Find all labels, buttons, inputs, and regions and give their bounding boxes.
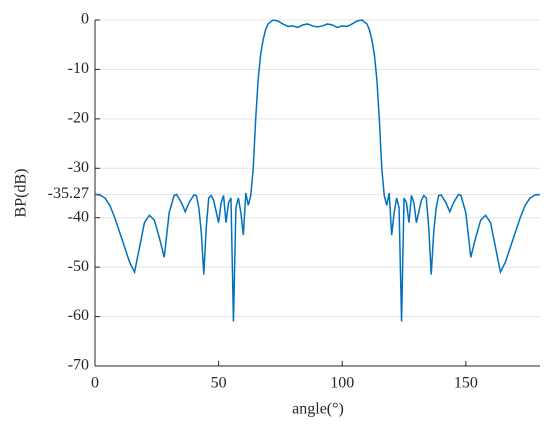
x-axis-label: angle(°) bbox=[292, 401, 344, 418]
y-tick-label: -40 bbox=[68, 208, 89, 225]
y-tick-label: -20 bbox=[68, 110, 89, 127]
x-tick-label: 150 bbox=[454, 375, 478, 392]
y-tick-label: 0 bbox=[81, 11, 89, 28]
y-tick-label: -35.27 bbox=[48, 185, 89, 202]
y-tick-label: -60 bbox=[68, 307, 89, 324]
y-tick-label: -10 bbox=[68, 60, 89, 77]
y-tick-label: -30 bbox=[68, 159, 89, 176]
x-tick-label: 0 bbox=[91, 375, 99, 392]
x-tick-label: 50 bbox=[211, 375, 227, 392]
y-axis-label: BP(dB) bbox=[13, 169, 30, 218]
y-tick-label: -50 bbox=[68, 258, 89, 275]
y-tick-label: -70 bbox=[68, 357, 89, 374]
line bbox=[94, 19, 541, 322]
x-tick-label: 100 bbox=[330, 375, 354, 392]
